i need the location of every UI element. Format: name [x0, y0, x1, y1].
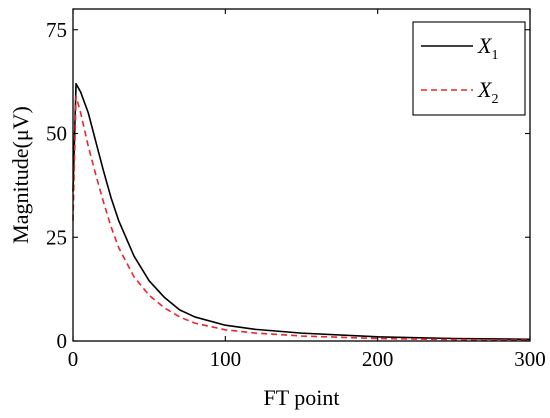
y-tick-label: 25: [46, 225, 67, 249]
axes-layer: 0 100 200 300 0 25 50 75: [46, 8, 546, 371]
y-tick-label: 50: [46, 122, 67, 146]
plot-frame: [72, 8, 531, 342]
legend-box: [412, 21, 526, 116]
series-layer: [72, 82, 531, 341]
x-tick-label: 200: [362, 347, 394, 371]
series-line-2: [72, 95, 531, 341]
y-tick-label: 75: [46, 18, 67, 42]
y-axis-label: Magnitude(μV): [8, 106, 33, 244]
x-tick-label: 0: [68, 347, 79, 371]
legend-label-1: X1: [477, 33, 498, 63]
x-axis-label: FT point: [263, 385, 339, 410]
y-tick-label: 0: [57, 329, 68, 353]
legend-label-2: X2: [477, 77, 498, 107]
x-tick-label: 300: [514, 347, 546, 371]
x-tick-label: 100: [210, 347, 242, 371]
series-line-1: [72, 82, 531, 341]
